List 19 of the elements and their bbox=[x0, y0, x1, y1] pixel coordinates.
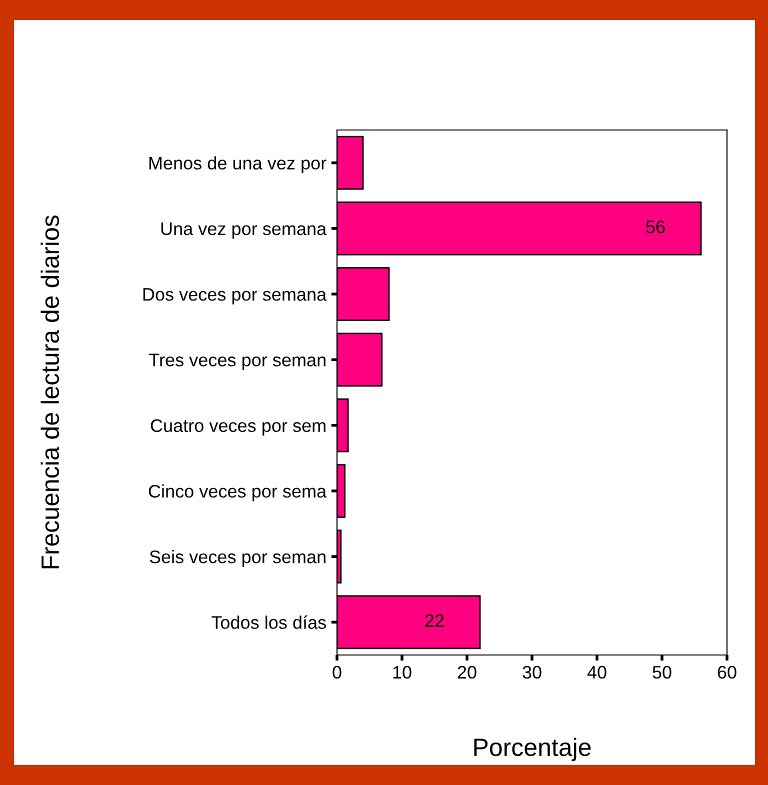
y-tick-label: Cuatro veces por sem bbox=[150, 419, 326, 436]
x-tick-label: 40 bbox=[587, 666, 606, 679]
x-tick-label: 50 bbox=[652, 666, 672, 679]
data-label: 56 bbox=[646, 220, 665, 234]
y-tick-label: Cinco veces por sema bbox=[148, 484, 327, 502]
x-tick-label: 60 bbox=[718, 666, 736, 679]
y-axis-title: Frecuencia de lectura de diarios bbox=[40, 216, 60, 568]
x-axis-title: Porcentaje bbox=[474, 738, 591, 762]
x-tick-label: 20 bbox=[458, 666, 476, 679]
y-tick-label: Una vez por semana bbox=[161, 222, 327, 239]
x-tick-label: 30 bbox=[522, 666, 542, 679]
y-tick-label: Seis veces por seman bbox=[150, 550, 326, 567]
y-tick-label: Menos de una vez por bbox=[149, 156, 326, 174]
y-tick-label: Tres veces por seman bbox=[149, 354, 326, 370]
x-tick-label: 10 bbox=[393, 666, 412, 679]
y-tick-label: Dos veces por semana bbox=[143, 288, 327, 304]
y-tick-label: Todos los días bbox=[212, 615, 326, 629]
data-label: 22 bbox=[425, 614, 444, 627]
x-tick-label: 0 bbox=[332, 666, 342, 679]
